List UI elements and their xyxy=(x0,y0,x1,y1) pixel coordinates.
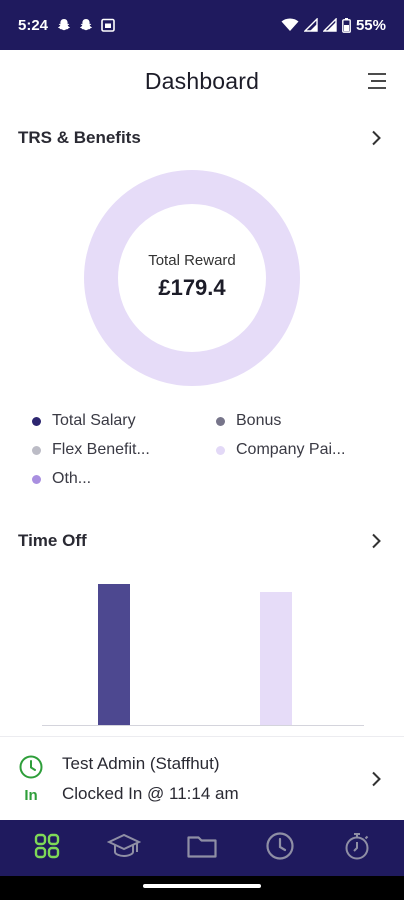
signal-icon xyxy=(322,18,337,32)
total-reward-value: £179.4 xyxy=(158,274,226,300)
nav-documents[interactable] xyxy=(178,824,226,872)
trs-section-header[interactable]: TRS & Benefits xyxy=(18,128,386,148)
signal-icon xyxy=(303,18,318,32)
trs-section-title: TRS & Benefits xyxy=(18,128,141,147)
calendar-icon xyxy=(100,17,116,33)
total-reward-donut-chart[interactable]: Total Reward £179.4 xyxy=(84,170,300,386)
wifi-icon xyxy=(281,18,299,32)
nav-timer[interactable] xyxy=(333,824,381,872)
legend-label: Total Salary xyxy=(52,412,136,429)
stopwatch-icon xyxy=(342,831,372,866)
battery-percent: 55% xyxy=(355,16,386,34)
donut-ring xyxy=(84,170,300,386)
nav-attendance[interactable] xyxy=(256,824,304,872)
legend-item-company-paid: Company Pai... xyxy=(216,441,345,459)
chevron-right-icon[interactable] xyxy=(366,531,386,551)
legend-item-other: Oth... xyxy=(32,470,91,488)
legend-dot xyxy=(216,445,225,455)
app-header: Dashboard xyxy=(0,50,404,112)
nav-dashboard[interactable] xyxy=(23,824,71,872)
clock-status: In xyxy=(0,754,62,804)
chevron-right-icon[interactable] xyxy=(366,769,386,789)
nav-learning[interactable] xyxy=(100,824,148,872)
clock-details: Test Admin (Staffhut) Clocked In @ 11:14… xyxy=(62,754,366,804)
grid-icon xyxy=(33,832,61,865)
legend-dot xyxy=(32,416,41,426)
snapchat-icon xyxy=(56,17,72,33)
status-time: 5:24 xyxy=(18,16,49,34)
legend-label: Oth... xyxy=(52,470,92,487)
employee-name: Test Admin (Staffhut) xyxy=(62,753,220,773)
home-indicator[interactable] xyxy=(143,884,261,888)
clock-icon xyxy=(18,754,44,785)
notification-icons xyxy=(56,17,116,33)
legend-dot xyxy=(32,445,41,455)
time-off-section-header[interactable]: Time Off xyxy=(18,531,386,551)
clock-icon xyxy=(265,831,295,866)
time-off-bar[interactable] xyxy=(260,592,292,725)
legend-item-total-salary: Total Salary xyxy=(32,412,136,430)
graduation-cap-icon xyxy=(107,831,142,866)
system-status: 55% xyxy=(281,17,386,34)
snapchat-icon xyxy=(78,17,94,33)
bottom-navigation xyxy=(0,820,404,876)
folder-icon xyxy=(186,832,218,865)
chart-baseline xyxy=(42,725,364,726)
legend-item-bonus: Bonus xyxy=(216,412,281,430)
legend-label: Flex Benefit... xyxy=(52,441,150,458)
time-off-bar[interactable] xyxy=(98,584,130,725)
menu-icon[interactable] xyxy=(364,68,390,94)
gesture-area xyxy=(0,876,404,900)
time-off-section-title: Time Off xyxy=(18,531,87,550)
page-title: Dashboard xyxy=(144,67,260,94)
time-off-bar-chart xyxy=(42,580,364,726)
chevron-right-icon[interactable] xyxy=(366,128,386,148)
clock-status-row[interactable]: In Test Admin (Staffhut) Clocked In @ 11… xyxy=(0,736,404,820)
legend-item-flex-benefit: Flex Benefit... xyxy=(32,441,150,459)
legend-label: Company Pai... xyxy=(236,441,346,458)
clock-status-label: In xyxy=(24,786,38,804)
battery-icon xyxy=(342,17,351,33)
legend-dot xyxy=(32,474,41,484)
clock-in-time: Clocked In @ 11:14 am xyxy=(62,783,239,803)
total-reward-caption: Total Reward xyxy=(148,251,236,269)
donut-center: Total Reward £179.4 xyxy=(84,170,300,386)
legend-dot xyxy=(216,416,225,426)
legend-label: Bonus xyxy=(236,412,282,429)
status-bar: 5:24 55% xyxy=(0,0,404,50)
